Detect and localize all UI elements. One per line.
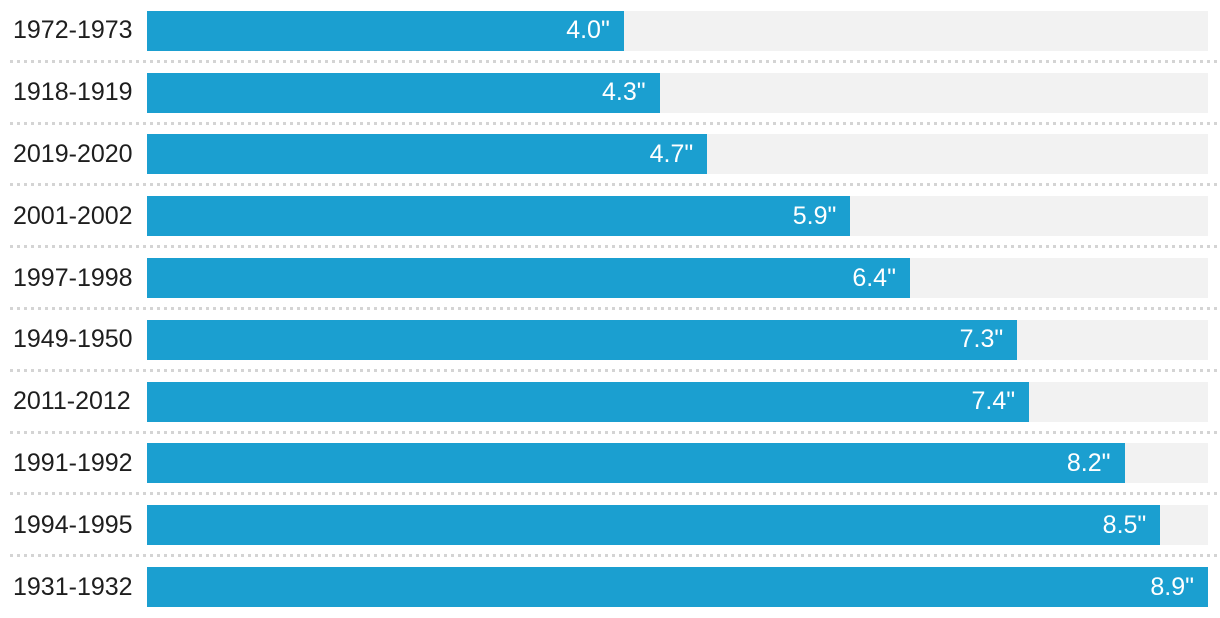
- bar: 5.9": [147, 196, 851, 237]
- bar: 4.7": [147, 134, 708, 175]
- bar-track: 5.9": [147, 196, 1208, 237]
- value-label: 8.5": [1102, 510, 1147, 539]
- category-label: 1991-1992: [13, 448, 133, 477]
- bar-track: 6.4": [147, 258, 1208, 299]
- value-label: 8.9": [1150, 572, 1194, 601]
- bar: 8.5": [147, 505, 1161, 546]
- value-label: 4.7": [649, 139, 694, 168]
- bar-track: 8.9": [147, 567, 1208, 608]
- category-label: 2001-2002: [13, 201, 133, 230]
- value-label: 6.4": [852, 263, 896, 292]
- category-label: 1918-1919: [13, 78, 133, 107]
- bar-track: 4.7": [147, 134, 1208, 175]
- chart-row: 1972-1973 4.0": [0, 0, 1220, 63]
- value-label: 7.4": [971, 387, 1016, 416]
- bar: 8.2": [147, 443, 1125, 484]
- category-label: 2019-2020: [13, 139, 133, 168]
- chart-row: 1949-1950 7.3": [0, 309, 1220, 372]
- bar: 4.3": [147, 72, 660, 113]
- chart-row: 1997-1998 6.4": [0, 247, 1220, 310]
- category-label: 1931-1932: [13, 572, 133, 601]
- bar: 7.3": [147, 319, 1018, 360]
- value-label: 8.2": [1066, 448, 1111, 477]
- bar-track: 7.3": [147, 319, 1208, 360]
- value-label: 5.9": [792, 201, 837, 230]
- chart-row: 1994-1995 8.5": [0, 494, 1220, 557]
- category-label: 1997-1998: [13, 263, 133, 292]
- bar: 6.4": [147, 258, 910, 299]
- bar-track: 8.5": [147, 505, 1208, 546]
- chart-row: 2019-2020 4.7": [0, 124, 1220, 187]
- category-label: 1972-1973: [13, 16, 133, 45]
- bar-track: 4.0": [147, 10, 1208, 51]
- chart-row: 1918-1919 4.3": [0, 62, 1220, 125]
- chart-row: 2001-2002 5.9": [0, 185, 1220, 248]
- bar-track: 4.3": [147, 72, 1208, 113]
- category-label: 1949-1950: [13, 325, 133, 354]
- chart-row: 1931-1932 8.9": [0, 556, 1220, 618]
- bar: 4.0": [147, 10, 624, 51]
- value-label: 7.3": [959, 325, 1004, 354]
- bar: 8.9": [147, 567, 1208, 608]
- chart-row: 1991-1992 8.2": [0, 433, 1220, 496]
- bar: 7.4": [147, 381, 1030, 422]
- value-label: 4.0": [566, 16, 610, 45]
- chart-row: 2011-2012 7.4": [0, 371, 1220, 434]
- category-label: 2011-2012: [13, 387, 131, 416]
- bar-track: 8.2": [147, 443, 1208, 484]
- bar-track: 7.4": [147, 381, 1208, 422]
- category-label: 1994-1995: [13, 510, 133, 539]
- value-label: 4.3": [601, 78, 646, 107]
